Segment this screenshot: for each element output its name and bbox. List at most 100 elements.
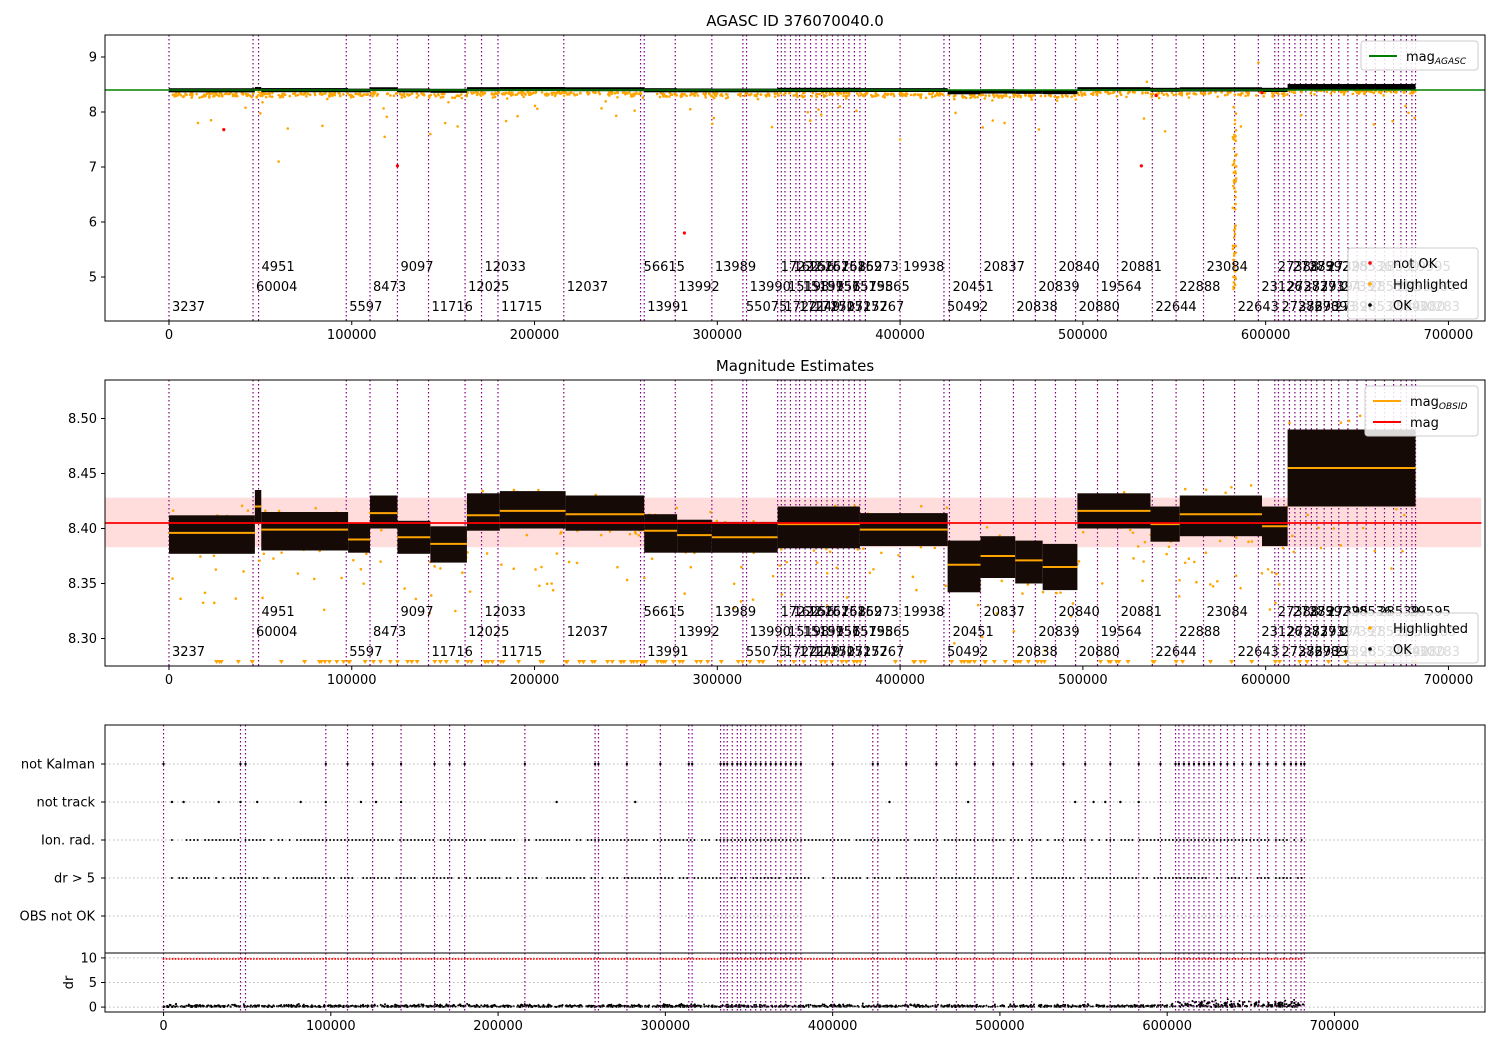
highlighted-point <box>466 91 469 94</box>
clipped-marker <box>1002 660 1008 664</box>
highlighted-point <box>1226 93 1229 96</box>
flag-point <box>1024 877 1027 879</box>
highlighted-point <box>306 92 310 96</box>
highlighted-point <box>1000 94 1003 98</box>
clipped-marker <box>1277 660 1283 664</box>
highlighted-point <box>588 91 591 95</box>
flag-point <box>424 877 427 879</box>
flag-point <box>616 839 619 841</box>
clipped-marker <box>482 660 488 664</box>
flag-point <box>1101 877 1104 879</box>
dr-not-ok-point <box>806 957 809 960</box>
flag-point <box>759 839 762 841</box>
flag-point <box>998 839 1001 841</box>
highlighted-point <box>171 577 174 580</box>
flag-point <box>638 877 641 879</box>
highlighted-point <box>1066 94 1069 98</box>
flag-point <box>226 839 229 841</box>
highlighted-point <box>779 91 782 95</box>
clipped-marker <box>634 660 640 664</box>
flag-point <box>1061 877 1064 879</box>
flag-point <box>192 839 195 841</box>
highlighted-point <box>454 609 457 613</box>
dr-point <box>807 1003 810 1006</box>
highlighted-point <box>767 93 771 96</box>
highlighted-point <box>1008 95 1012 99</box>
flag-point <box>362 877 365 879</box>
highlighted-point <box>191 92 194 95</box>
highlighted-point <box>815 93 818 96</box>
highlighted-point <box>886 92 890 96</box>
dr-not-ok-point <box>782 957 785 960</box>
highlighted-point <box>534 568 537 571</box>
flag-point <box>623 877 626 879</box>
highlighted-point <box>1144 91 1148 95</box>
highlighted-point <box>475 93 479 97</box>
flag-point <box>237 839 240 841</box>
highlighted-point <box>1092 91 1095 94</box>
highlighted-point <box>845 97 848 100</box>
flag-point <box>814 839 817 841</box>
flag-point <box>726 762 729 766</box>
highlighted-point <box>628 532 632 536</box>
plot-frame <box>104 34 1486 322</box>
highlighted-point <box>1119 93 1123 97</box>
flag-point <box>1289 877 1292 879</box>
legend-bottom <box>1347 247 1479 320</box>
flag-point <box>995 839 998 841</box>
flag-point <box>433 762 436 766</box>
flag-point <box>1230 877 1233 879</box>
highlighted-point <box>1056 95 1060 99</box>
highlighted-point <box>604 100 607 103</box>
highlighted-point <box>1003 121 1006 125</box>
flag-row-label: OBS not OK <box>20 910 96 925</box>
flag-point <box>1039 877 1042 879</box>
highlighted-point <box>1234 154 1238 157</box>
flag-point <box>593 762 597 766</box>
highlighted-point <box>441 95 445 99</box>
highlighted-point <box>1231 206 1235 210</box>
highlighted-point <box>366 93 370 96</box>
clipped-marker <box>577 660 583 664</box>
flag-point <box>505 877 508 879</box>
highlighted-point <box>1249 484 1253 487</box>
dr-not-ok-point <box>382 957 385 960</box>
flag-point <box>756 877 759 879</box>
flag-point <box>686 839 689 841</box>
highlighted-point <box>892 92 895 96</box>
highlighted-point <box>992 93 995 97</box>
flag-point <box>752 877 755 879</box>
obsid-label: 20838 <box>1016 300 1057 315</box>
flag-point <box>1092 800 1095 804</box>
flag-point <box>1289 762 1293 766</box>
dr-point <box>861 1004 864 1007</box>
flag-point <box>273 877 276 879</box>
dr-point <box>1293 998 1296 1001</box>
ok-band <box>565 87 645 92</box>
flag-point <box>1267 839 1270 841</box>
highlighted-point <box>1209 91 1213 95</box>
highlighted-point <box>332 93 335 96</box>
flag-point <box>737 839 740 841</box>
dr-point <box>707 1005 710 1008</box>
highlighted-point <box>1390 567 1393 570</box>
highlighted-point <box>952 94 956 98</box>
flag-point <box>1137 762 1140 766</box>
highlighted-point <box>992 95 996 99</box>
flag-point <box>671 839 674 841</box>
flag-point <box>1204 877 1207 879</box>
panel-magnitude-estimates: Magnitude Estimates323760004495155978473… <box>68 357 1486 688</box>
highlighted-point <box>694 91 697 95</box>
clipped-marker <box>918 660 924 664</box>
not-ok-point <box>395 164 400 168</box>
highlighted-point <box>801 95 805 99</box>
highlighted-point <box>511 91 514 95</box>
dr-not-ok-point <box>1234 957 1237 960</box>
highlighted-point <box>1233 135 1237 138</box>
flag-point <box>509 839 512 841</box>
clipped-marker <box>1097 660 1103 664</box>
flag-point <box>616 877 619 879</box>
flag-point <box>899 877 902 879</box>
flag-point <box>491 839 494 841</box>
dr-not-ok-point <box>903 957 906 960</box>
